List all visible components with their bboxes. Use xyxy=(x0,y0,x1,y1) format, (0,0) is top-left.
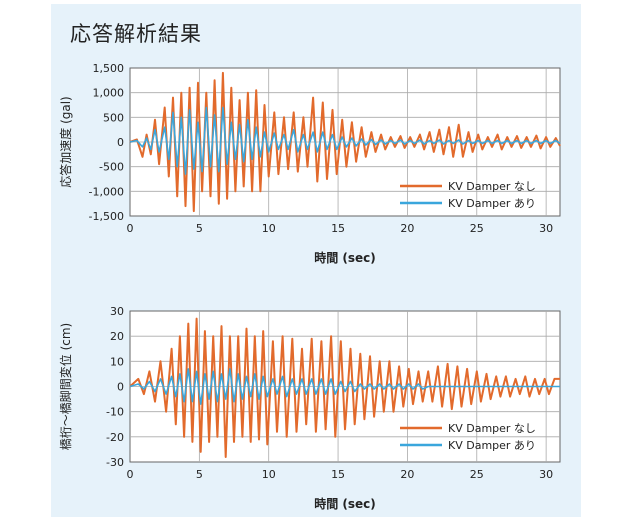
y-tick-label: -1,000 xyxy=(89,185,124,198)
x-tick-label: 20 xyxy=(400,468,414,481)
y-tick-label: 30 xyxy=(110,305,124,318)
x-tick-label: 5 xyxy=(196,222,203,235)
y-tick-label: 500 xyxy=(103,111,124,124)
y-tick-label: -20 xyxy=(106,431,124,444)
legend-label-2: KV Damper あり xyxy=(448,197,536,210)
x-tick-label: 15 xyxy=(331,468,345,481)
x-tick-label: 0 xyxy=(127,222,134,235)
y-tick-label: 1,500 xyxy=(93,62,125,75)
y-tick-label: -1,500 xyxy=(89,210,124,223)
y-tick-label: 0 xyxy=(117,136,124,149)
chart-1: 0 5 10 15 20 25 30 1,500 1,000 500 0 -500 -1,000 -1,5… xyxy=(58,62,561,265)
x-tick-label: 0 xyxy=(127,468,134,481)
x-tick-label: 10 xyxy=(262,222,276,235)
y-tick-label: 10 xyxy=(110,355,124,368)
series-line-2 xyxy=(129,106,561,175)
y-tick-label: -10 xyxy=(106,406,124,419)
x-tick-label: 30 xyxy=(539,468,553,481)
x-tick-label: 10 xyxy=(262,468,276,481)
chart-2: 0 5 10 15 20 25 30 30 20 10 0 -10 -20 -30 KV Damper なし… xyxy=(58,305,561,511)
legend-label-1: KV Damper なし xyxy=(448,422,536,435)
x-tick-label: 25 xyxy=(470,468,484,481)
x-axis-label: 時間 (sec) xyxy=(314,250,376,265)
legend-label-1: KV Damper なし xyxy=(448,180,536,193)
y-tick-label: 1,000 xyxy=(93,87,125,100)
y-axis-label: 橋桁〜橋脚間変位 (cm) xyxy=(58,323,73,450)
series-line-2 xyxy=(129,368,560,405)
y-tick-label: 20 xyxy=(110,330,124,343)
y-axis-label: 応答加速度 (gal) xyxy=(58,96,73,187)
x-tick-label: 5 xyxy=(196,468,203,481)
y-tick-label: -30 xyxy=(106,456,124,469)
x-tick-label: 25 xyxy=(470,222,484,235)
x-tick-label: 15 xyxy=(331,222,345,235)
figure-title: 応答解析結果 xyxy=(70,22,202,46)
x-axis-label: 時間 (sec) xyxy=(314,496,376,511)
series-line-1 xyxy=(129,317,560,458)
x-tick-label: 30 xyxy=(539,222,553,235)
legend-label-2: KV Damper あり xyxy=(448,439,536,452)
x-tick-label: 20 xyxy=(400,222,414,235)
y-tick-label: 0 xyxy=(117,381,124,394)
y-tick-label: -500 xyxy=(99,161,124,174)
